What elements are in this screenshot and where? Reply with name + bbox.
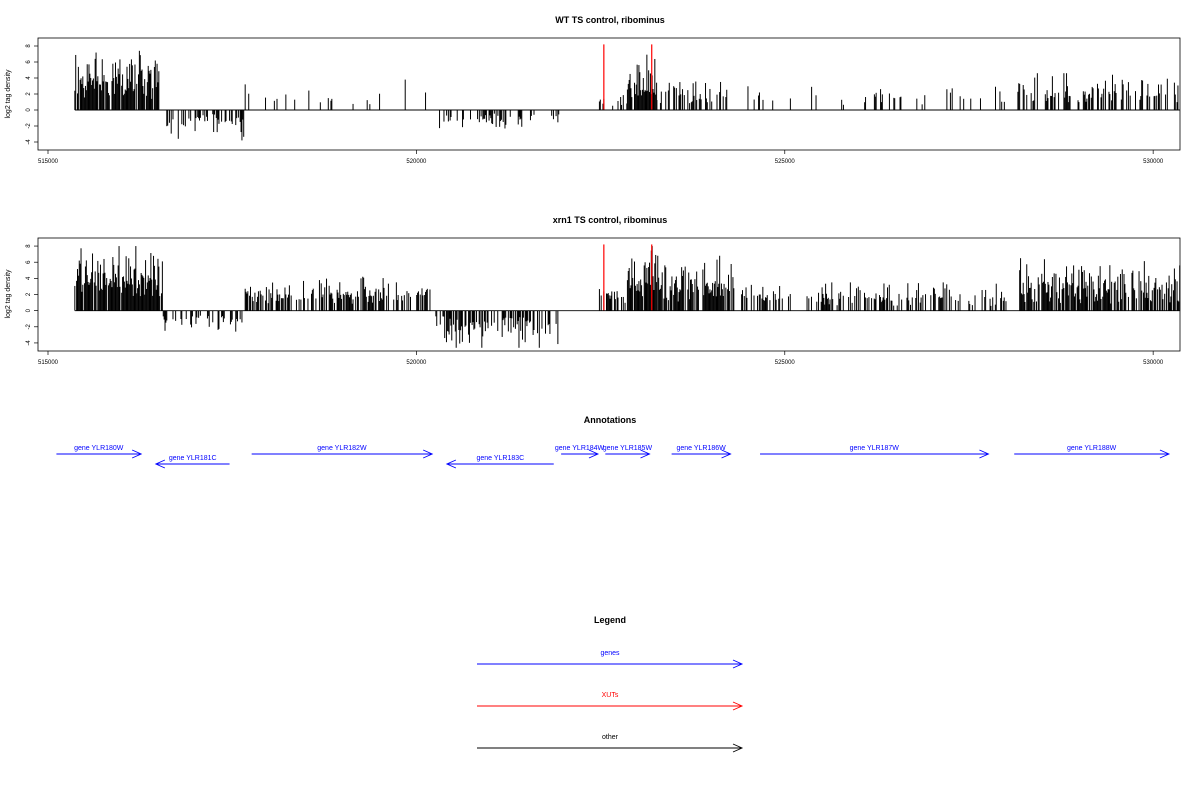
x-tick-label: 530000 [1143,159,1164,165]
y-tick-label: 0 [26,308,32,312]
gene-arrow: gene YLR185W [603,445,653,459]
gene-arrowhead [154,459,166,469]
signal-bars [74,50,1179,141]
legend-title: Legend [594,615,626,625]
gene-arrows: gene YLR180W gene YLR181C gene YLR182W gene… [56,445,1171,469]
xut-markers [603,244,653,311]
xut-markers [603,44,653,110]
y-axis-label: log2 tag density [5,69,12,119]
gene-label: gene YLR186W [676,445,726,452]
gene-label: gene YLR180W [74,445,124,452]
legend-arrowhead [732,701,744,711]
gene-arrow: gene YLR188W [1014,445,1171,459]
y-tick-label: -2 [26,323,32,329]
gene-arrow: gene YLR184W [555,445,605,459]
panel-title: xrn1 TS control, ribominus [553,215,668,225]
x-tick-label: 520000 [406,159,427,165]
gene-arrowhead [1159,449,1171,459]
legend-label: XUTs [602,692,619,699]
gene-arrowhead [640,449,651,459]
gene-arrow: gene YLR180W [56,445,143,459]
gene-arrowhead [131,449,143,459]
y-tick-label: 6 [26,60,32,64]
y-tick-label: 8 [26,44,32,48]
gene-arrow: gene YLR187W [760,445,990,459]
gene-arrowhead [422,449,434,459]
y-axis: -4 -2 0 2 4 6 8 [26,44,38,145]
annotations-title: Annotations [584,415,637,425]
gene-label: gene YLR182W [317,445,367,452]
gene-arrowhead [588,449,600,459]
xrn1-coverage-panel: xrn1 TS control, ribominus log2 tag dens… [5,215,1181,366]
legend-items: genes XUTs other [477,650,744,753]
gene-arrow: gene YLR182W [251,445,434,459]
plot-frame [37,37,1181,151]
y-tick-label: 4 [26,76,32,80]
x-axis: 515000 520000 525000 530000 [38,351,1164,366]
gene-label: gene YLR181C [169,455,217,462]
x-tick-label: 525000 [775,360,796,366]
y-axis: -4 -2 0 2 4 6 8 [26,244,38,346]
y-tick-label: -2 [26,123,32,129]
x-tick-label: 515000 [38,360,59,366]
gene-label: gene YLR184W [555,445,605,452]
gene-label: gene YLR183C [476,455,524,462]
plot-frame [37,237,1181,352]
legend-label: genes [600,650,620,657]
x-tick-label: 515000 [38,159,59,165]
y-tick-label: 2 [26,292,32,296]
y-tick-label: 8 [26,244,32,248]
y-tick-label: 4 [26,276,32,280]
gene-arrow: gene YLR181C [154,455,230,469]
legend-item: other [477,734,744,753]
y-tick-label: -4 [26,340,32,346]
x-tick-label: 525000 [775,159,796,165]
legend-arrowhead [732,743,744,753]
gene-arrowhead [721,449,732,459]
x-axis: 515000 520000 525000 530000 [38,150,1164,165]
panel-title: WT TS control, ribominus [555,15,665,25]
y-tick-label: -4 [26,139,32,145]
legend-item: XUTs [477,692,744,711]
gene-label: gene YLR185W [603,445,653,452]
legend-arrowhead [732,659,744,669]
x-tick-label: 530000 [1143,360,1164,366]
gene-arrow: gene YLR183C [445,455,554,469]
y-axis-label: log2 tag density [5,269,12,319]
legend: Legend genes XUTs other [477,615,744,753]
y-tick-label: 0 [26,108,32,112]
gene-label: gene YLR188W [1067,445,1117,452]
gene-arrowhead [979,449,990,459]
wt-coverage-panel: WT TS control, ribominus log2 tag densit… [5,15,1181,165]
legend-label: other [602,734,619,741]
signal-bars [74,246,1181,348]
legend-item: genes [477,650,744,669]
x-tick-label: 520000 [406,360,427,366]
y-tick-label: 2 [26,92,32,96]
gene-arrow: gene YLR186W [671,445,732,459]
y-tick-label: 6 [26,260,32,264]
gene-label: gene YLR187W [850,445,900,452]
gene-arrowhead [445,459,457,469]
